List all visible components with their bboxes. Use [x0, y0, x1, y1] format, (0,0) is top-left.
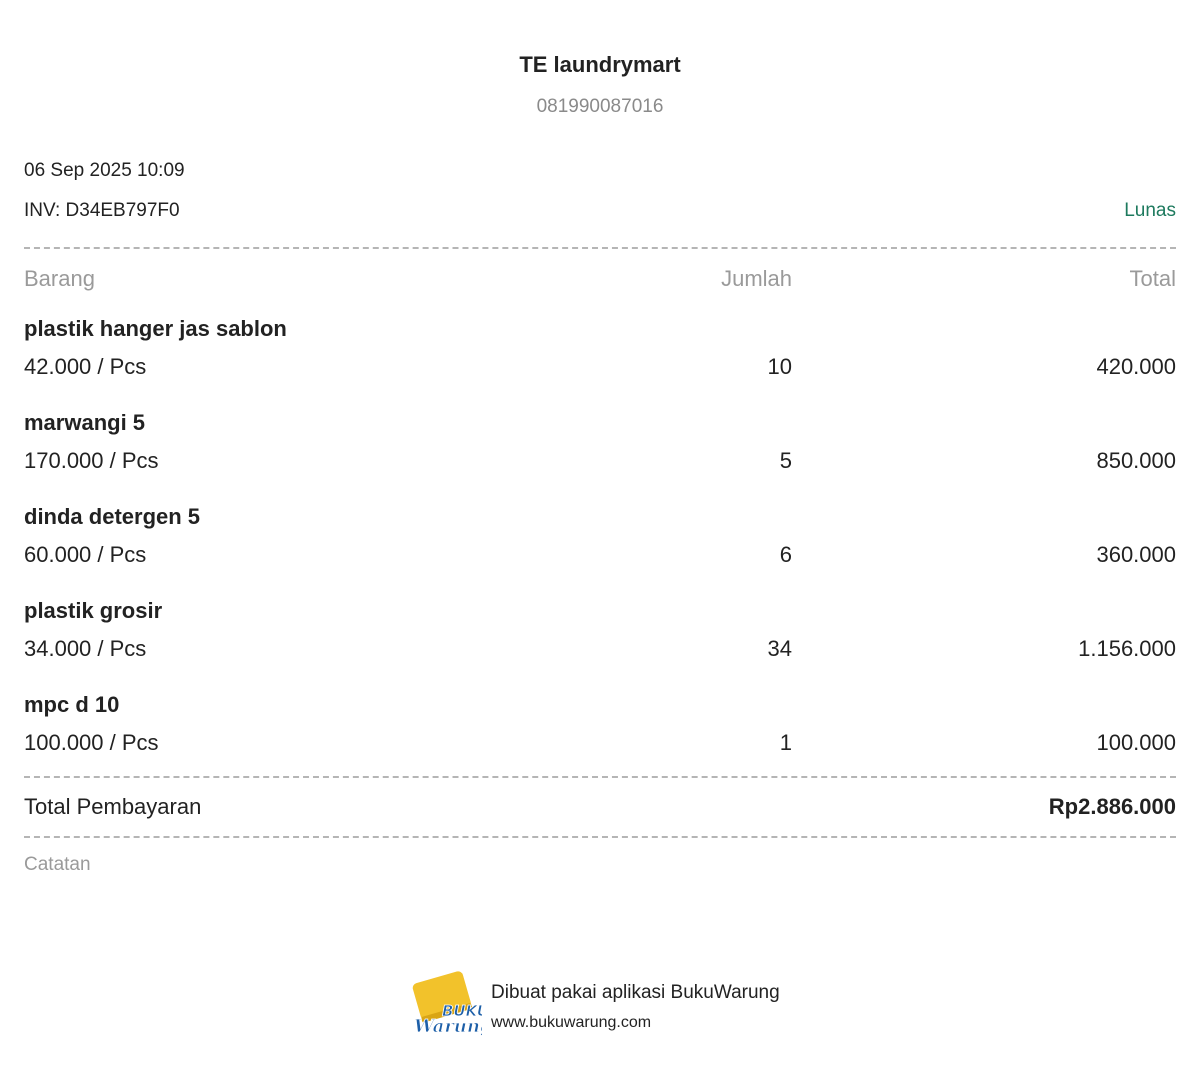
invoice-number: INV: D34EB797F0: [24, 200, 180, 221]
table-header: Barang Jumlah Total: [24, 266, 1176, 294]
item-unit-price: 60.000 / Pcs: [24, 542, 147, 567]
logo-text-buku: BUKU: [442, 1002, 482, 1020]
item-name: marwangi 5: [24, 410, 146, 435]
transaction-datetime: 06 Sep 2025 10:09: [24, 160, 185, 181]
item-detail-line: 34.000 / Pcs 34 1.156.000: [24, 636, 1176, 664]
logo-text-warung: Warung: [414, 1016, 482, 1037]
footer-credit: Dibuat pakai aplikasi BukuWarung: [491, 982, 780, 1003]
item-qty: 10: [767, 354, 792, 379]
header-total: Total: [1129, 266, 1176, 291]
divider: [24, 836, 1176, 838]
item-total: 360.000: [1096, 542, 1176, 567]
item-detail-line: 60.000 / Pcs 6 360.000: [24, 542, 1176, 570]
item-total: 1.156.000: [1078, 636, 1176, 661]
list-item: plastik hanger jas sablon 42.000 / Pcs 1…: [24, 314, 1176, 408]
divider: [24, 247, 1176, 249]
divider: [24, 776, 1176, 778]
item-qty: 1: [779, 730, 792, 755]
list-item: mpc d 10 100.000 / Pcs 1 100.000: [24, 690, 1176, 784]
item-qty: 6: [779, 542, 792, 567]
list-item: dinda detergen 5 60.000 / Pcs 6 360.000: [24, 502, 1176, 596]
total-payment-value: Rp2.886.000: [1048, 794, 1176, 819]
item-total: 420.000: [1096, 354, 1176, 379]
item-unit-price: 34.000 / Pcs: [24, 636, 147, 661]
bukuwarung-logo: BUKU Warung: [412, 971, 482, 1037]
item-qty: 5: [779, 448, 792, 473]
total-payment-label: Total Pembayaran: [24, 794, 202, 819]
payment-status-badge: Lunas: [1124, 200, 1176, 221]
footer: BUKU Warung Dibuat pakai aplikasi BukuWa…: [406, 966, 826, 1046]
list-item: marwangi 5 170.000 / Pcs 5 850.000: [24, 408, 1176, 502]
footer-url-link[interactable]: www.bukuwarung.com: [491, 1014, 652, 1031]
item-qty: 34: [767, 636, 792, 661]
notes-label: Catatan: [24, 854, 91, 875]
receipt: TE laundrymart 081990087016 06 Sep 2025 …: [24, 0, 1176, 1066]
header-item: Barang: [24, 266, 95, 291]
item-unit-price: 170.000 / Pcs: [24, 448, 159, 473]
item-name: dinda detergen 5: [24, 504, 201, 529]
item-total: 850.000: [1096, 448, 1176, 473]
item-name: plastik hanger jas sablon: [24, 316, 287, 341]
item-total: 100.000: [1096, 730, 1176, 755]
total-payment-row: Total Pembayaran Rp2.886.000: [24, 794, 1176, 824]
list-item: plastik grosir 34.000 / Pcs 34 1.156.000: [24, 596, 1176, 690]
item-detail-line: 100.000 / Pcs 1 100.000: [24, 730, 1176, 758]
item-unit-price: 42.000 / Pcs: [24, 354, 147, 379]
item-name: mpc d 10: [24, 692, 120, 717]
item-name: plastik grosir: [24, 598, 163, 623]
store-phone: 081990087016: [536, 96, 664, 117]
store-name: TE laundrymart: [519, 52, 681, 77]
item-unit-price: 100.000 / Pcs: [24, 730, 159, 755]
item-detail-line: 42.000 / Pcs 10 420.000: [24, 354, 1176, 382]
item-detail-line: 170.000 / Pcs 5 850.000: [24, 448, 1176, 476]
item-list: plastik hanger jas sablon 42.000 / Pcs 1…: [24, 314, 1176, 784]
header-qty: Jumlah: [721, 266, 792, 291]
